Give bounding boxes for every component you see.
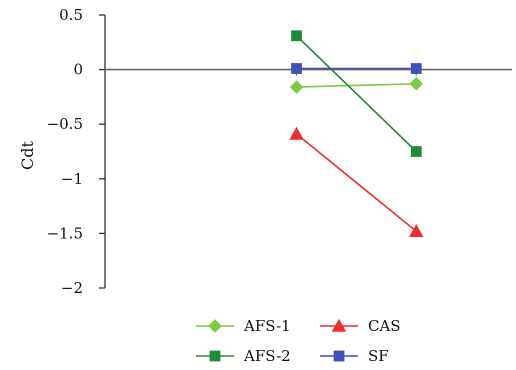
legend-label: AFS-2	[243, 347, 291, 365]
series-line	[296, 82, 417, 88]
legend-label: CAS	[368, 317, 401, 335]
legend-item-afs-1: AFS-1	[196, 317, 291, 335]
series-line	[295, 35, 417, 153]
marker-square	[209, 350, 221, 362]
marker-square	[333, 350, 345, 362]
marker-diamond	[208, 319, 222, 333]
y-tick-label: −2	[61, 279, 83, 297]
series-cas	[289, 126, 424, 237]
legend-item-afs-2: AFS-2	[196, 347, 291, 365]
marker-square	[291, 30, 302, 42]
legend-label: AFS-1	[243, 317, 291, 335]
y-tick-label: −1	[61, 170, 83, 188]
legend-label: SF	[368, 347, 389, 365]
marker-square	[291, 63, 302, 74]
series-afs-2	[291, 30, 422, 157]
marker-diamond	[409, 77, 423, 91]
legend: AFS-1 CAS AFS-2 SF	[196, 317, 401, 365]
y-axis-title: Cdt	[18, 140, 37, 169]
y-tick-label: −0.5	[47, 115, 83, 133]
legend-item-cas: CAS	[320, 317, 401, 335]
series-afs-1	[289, 77, 423, 94]
y-tick-label: −1.5	[47, 224, 83, 242]
marker-square	[410, 146, 422, 157]
legend-item-sf: SF	[320, 347, 389, 365]
axes: 0.5 0 −0.5 −1 −1.5 −2 Cdt	[18, 6, 512, 297]
marker-diamond	[289, 80, 304, 94]
marker-triangle	[331, 318, 347, 332]
series-layer	[289, 30, 424, 237]
y-tick-label: 0.5	[59, 6, 83, 24]
marker-square	[410, 63, 422, 74]
series-line	[296, 133, 417, 232]
series-sf	[291, 63, 422, 74]
marker-triangle	[409, 224, 424, 237]
y-tick-label: 0	[73, 61, 83, 79]
marker-triangle	[289, 126, 304, 140]
